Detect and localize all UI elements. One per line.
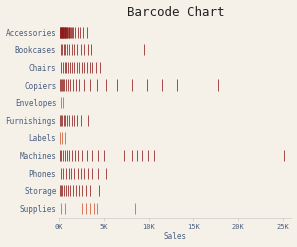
X-axis label: Sales: Sales (164, 232, 187, 242)
Title: Barcode Chart: Barcode Chart (127, 5, 224, 19)
